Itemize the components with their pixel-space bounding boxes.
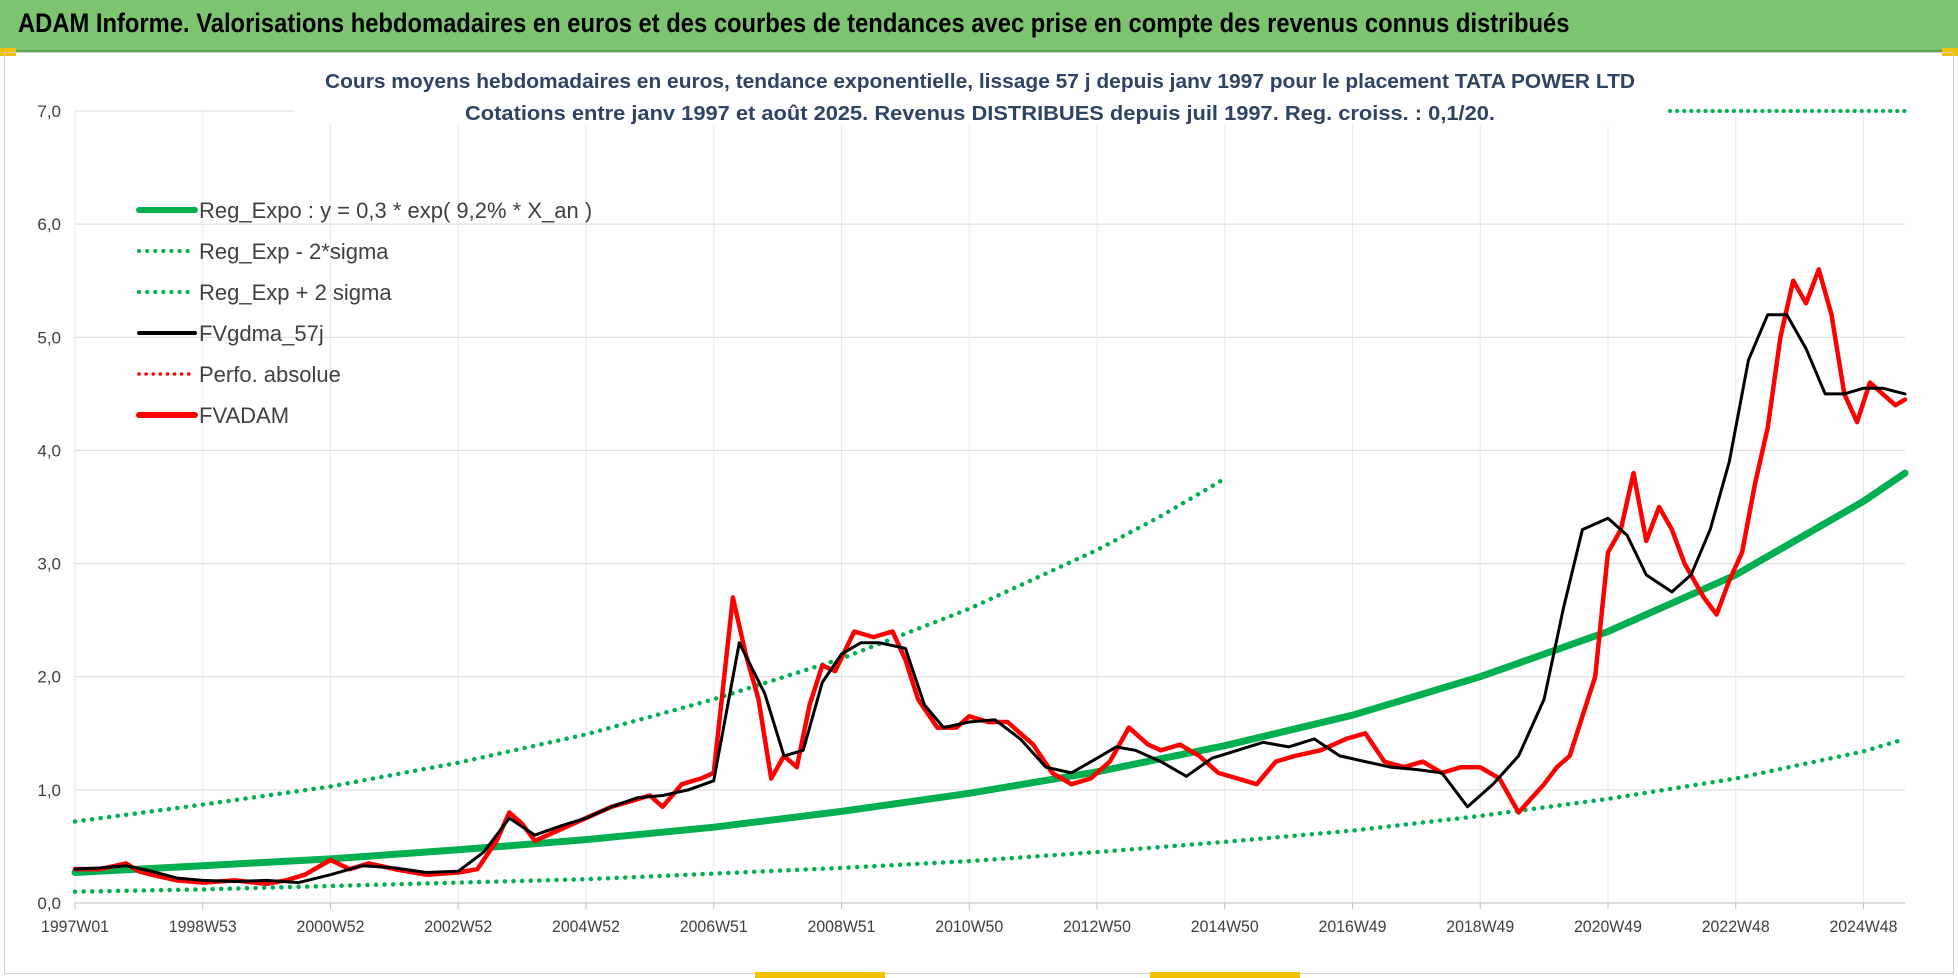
x-tick-label: 2012W50	[1063, 917, 1131, 936]
legend-label: Reg_Exp + 2 sigma	[199, 280, 392, 305]
series-fvadam	[72, 267, 1908, 887]
grid-layer	[74, 110, 1905, 909]
x-tick-label: 2008W51	[807, 917, 875, 936]
x-tick-label: 2004W52	[552, 917, 620, 936]
x-tick-label: 1997W01	[41, 917, 109, 936]
chart-title-block: Cours moyens hebdomadaires en euros, ten…	[295, 63, 1665, 125]
legend-label: Perfo. absolue	[199, 362, 341, 387]
series-reg-expo	[71, 469, 1909, 876]
x-tick-label: 2000W52	[296, 917, 364, 936]
page-title: ADAM Informe. Valorisations hebdomadaire…	[18, 8, 1570, 38]
legend-label: FVgdma_57j	[199, 321, 324, 346]
y-tick-label: 3,0	[37, 555, 61, 574]
x-tick-label: 2010W50	[935, 917, 1003, 936]
y-tick-label: 6,0	[37, 215, 61, 234]
legend-label: Reg_Expo : y = 0,3 * exp( 9,2% * X_an )	[199, 198, 592, 223]
x-axis: 1997W01 1998W53 2000W52 2002W52 2004W52 2006W…	[41, 917, 1897, 936]
legend: Reg_Expo : y = 0,3 * exp( 9,2% * X_an ) R…	[136, 198, 592, 428]
series-reg-plus-2sigma	[72, 476, 1227, 824]
x-tick-label: 2006W51	[680, 917, 748, 936]
x-tick-label: 2018W49	[1446, 917, 1514, 936]
chart-subtitle: Cotations entre janv 1997 et août 2025. …	[465, 103, 1495, 125]
series-fvgdma-57j	[73, 313, 1907, 885]
y-tick-label: 2,0	[37, 668, 61, 687]
y-tick-label: 0,0	[37, 894, 61, 913]
x-tick-label: 2002W52	[424, 917, 492, 936]
legend-label: FVADAM	[199, 403, 289, 428]
header-banner: ADAM Informe. Valorisations hebdomadaire…	[0, 0, 1958, 52]
y-tick-label: 1,0	[37, 781, 61, 800]
bottom-accent-2	[1150, 972, 1300, 978]
y-tick-label: 5,0	[37, 328, 61, 347]
series-reg-minus-2sigma	[72, 736, 1908, 894]
y-axis: 0,0 1,0 2,0 3,0 4,0 5,0 6,0 7,0	[37, 102, 61, 913]
title-background	[295, 63, 1665, 125]
chart-svg: 0,0 1,0 2,0 3,0 4,0 5,0 6,0 7,0 1997W01 1998W53 2…	[37, 63, 1909, 936]
x-tick-label: 2014W50	[1191, 917, 1259, 936]
chart-area: 0,0 1,0 2,0 3,0 4,0 5,0 6,0 7,0 1997W01 1998W53 2…	[4, 52, 1954, 974]
legend-label: Reg_Exp - 2*sigma	[199, 239, 389, 264]
x-tick-label: 2022W48	[1702, 917, 1770, 936]
x-tick-label: 2016W49	[1318, 917, 1386, 936]
x-tick-label: 2020W49	[1574, 917, 1642, 936]
y-tick-label: 7,0	[37, 102, 61, 121]
bottom-accent-1	[755, 972, 885, 978]
chart-title: Cours moyens hebdomadaires en euros, ten…	[325, 71, 1635, 93]
y-tick-label: 4,0	[37, 441, 61, 460]
x-tick-label: 2024W48	[1829, 917, 1897, 936]
series-layer	[71, 109, 1909, 894]
x-tick-label: 1998W53	[169, 917, 237, 936]
